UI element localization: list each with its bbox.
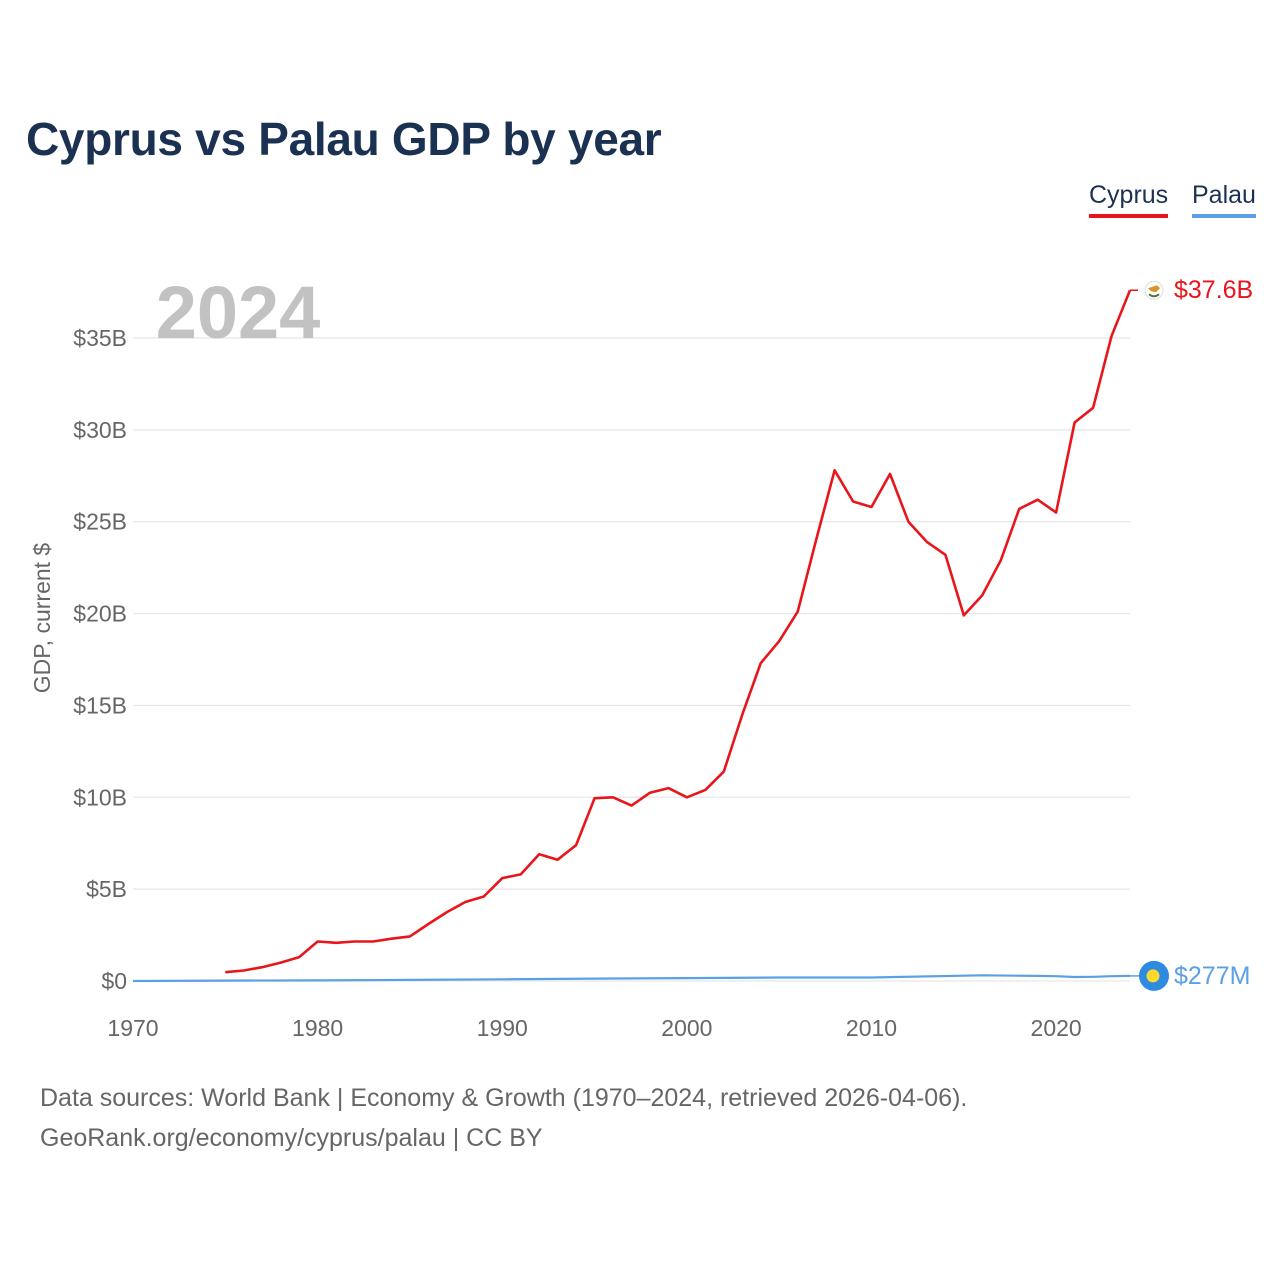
y-tick-label: $15B [73, 692, 127, 718]
chart-title: Cyprus vs Palau GDP by year [26, 113, 662, 165]
cyprus-flag-icon [1144, 280, 1164, 300]
x-tick-label: 2010 [846, 1015, 897, 1041]
end-markers: $37.6B $277M [1130, 276, 1253, 991]
y-tick-label: $10B [73, 784, 127, 810]
y-tick-label: $25B [73, 509, 127, 535]
y-tick-label: $5B [86, 876, 127, 902]
y-axis-ticks: $0 $5B $10B $15B $20B $25B $30B $35B [73, 325, 127, 994]
palau-end-value: $277M [1174, 962, 1250, 990]
x-tick-label: 1970 [107, 1015, 158, 1041]
x-tick-label: 2000 [661, 1015, 712, 1041]
legend-item-cyprus[interactable]: Cyprus [1089, 181, 1169, 218]
palau-flag-icon [1139, 960, 1169, 991]
data-series [132, 289, 1132, 983]
x-tick-label: 1980 [292, 1015, 343, 1041]
current-year-label: 2024 [156, 271, 321, 354]
y-tick-label: $30B [73, 417, 127, 443]
series-line-cyprus [225, 289, 1132, 974]
legend-item-palau[interactable]: Palau [1192, 181, 1256, 218]
x-axis-ticks: 1970 1980 1990 2000 2010 2020 [107, 1015, 1081, 1041]
y-tick-label: $20B [73, 601, 127, 627]
x-tick-label: 2020 [1031, 1015, 1082, 1041]
data-sources-note: Data sources: World Bank | Economy & Gro… [40, 1084, 968, 1112]
x-tick-label: 1990 [477, 1015, 528, 1041]
cyprus-end-value: $37.6B [1174, 276, 1253, 304]
y-tick-label: $35B [73, 325, 127, 351]
credit-link[interactable]: GeoRank.org/economy/cyprus/palau | CC BY [40, 1124, 543, 1152]
series-line-palau [132, 974, 1131, 983]
y-tick-label: $0 [101, 968, 127, 994]
y-axis-label: GDP, current $ [29, 543, 55, 694]
grid-lines [133, 337, 1130, 982]
gdp-line-chart: $0$5B$10B$15B$20B$25B$30B$35B 1970 1980 19… [29, 271, 1253, 1041]
